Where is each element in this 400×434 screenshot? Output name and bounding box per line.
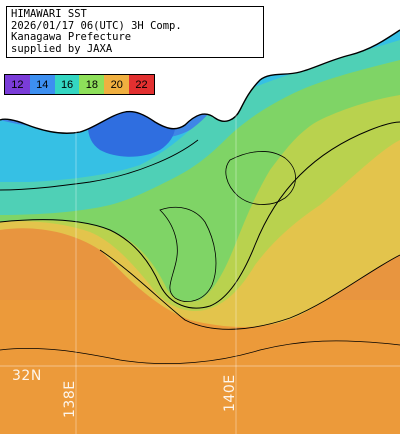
colorbar-segment-18: 18 (79, 75, 105, 94)
thermal-front-1 (0, 121, 400, 309)
eddy-contour-2 (225, 151, 296, 205)
colorbar-segment-20: 20 (104, 75, 130, 94)
thermal-front-2 (0, 139, 199, 191)
region-line: Kanagawa Prefecture (11, 31, 132, 43)
colorbar-label: 12 (11, 78, 24, 91)
colorbar-label: 22 (135, 78, 148, 91)
source-line: supplied by JAXA (11, 42, 113, 55)
colorbar-segment-22: 22 (129, 75, 154, 94)
longitude-label-140: 140E (222, 374, 238, 412)
thermal-front-3 (99, 249, 400, 330)
coastline (0, 29, 400, 134)
colorbar-label: 18 (85, 78, 99, 91)
colorbar-segment-12: 12 (5, 75, 30, 94)
longitude-label-138: 138E (62, 380, 78, 418)
latitude-label: 32N (12, 368, 42, 384)
title-line: HIMAWARI SST (11, 8, 87, 20)
date-line: 2026/01/17 06(UTC) 3H Comp. (11, 19, 182, 32)
info-box: HIMAWARI SST 2026/01/17 06(UTC) 3H Comp.… (6, 6, 264, 58)
eddy-contour (159, 206, 217, 302)
thermal-front-4 (0, 340, 400, 364)
colorbar-segment-14: 14 (29, 75, 55, 94)
warm-water-south (0, 300, 400, 434)
colorbar-segment-16: 16 (54, 75, 80, 94)
colorbar-label: 16 (60, 78, 74, 91)
temperature-colorbar: 12 14 16 18 20 22 (4, 74, 155, 95)
colorbar-label: 14 (36, 78, 49, 91)
colorbar-label: 20 (110, 78, 123, 91)
